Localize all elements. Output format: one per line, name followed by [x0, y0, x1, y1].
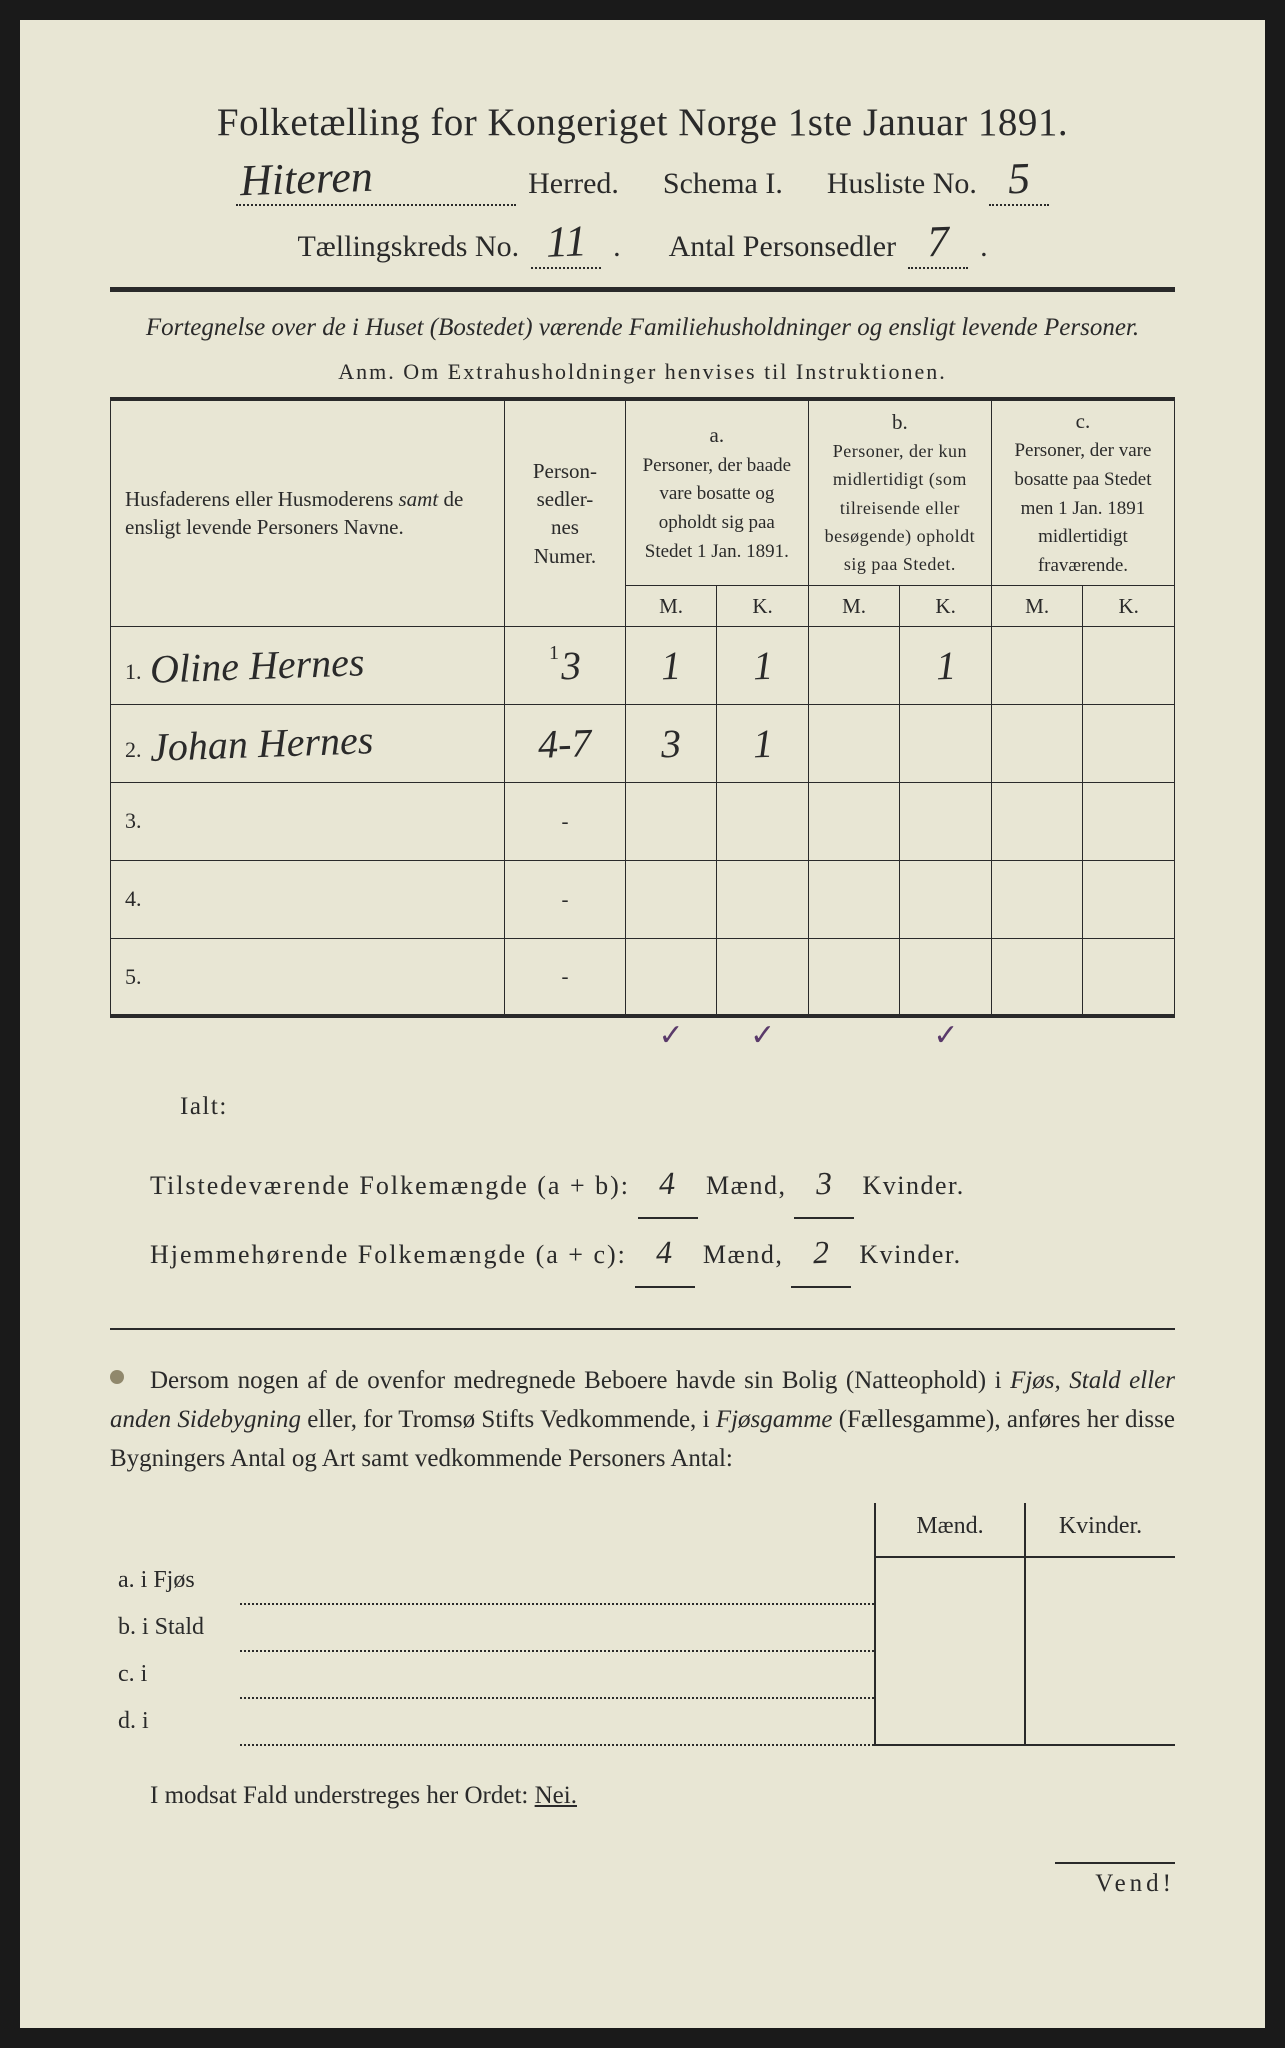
stain-icon — [110, 1370, 124, 1384]
tick-mark: ✓ — [933, 1019, 958, 1052]
header-row-2: Tællingskreds No. 11. Antal Personsedler… — [110, 216, 1175, 269]
antal-field: 7 — [908, 216, 968, 269]
resident-women: 2 — [811, 1219, 831, 1287]
antal-label: Antal Personsedler — [669, 230, 896, 264]
resident-men: 4 — [655, 1219, 675, 1287]
divider — [110, 1328, 1175, 1330]
husliste-label: Husliste No. — [827, 167, 977, 201]
form-title: Folketælling for Kongeriget Norge 1ste J… — [110, 100, 1175, 145]
col-c-m: M. — [991, 585, 1083, 626]
ialt-label: Ialt: — [180, 1081, 1175, 1134]
households-table: Husfaderens eller Husmoderens samt de en… — [110, 397, 1175, 1018]
tick-row: ✓ ✓ ✓ — [110, 1018, 1175, 1053]
tick-mark: ✓ — [750, 1019, 775, 1052]
table-row: 4. - — [111, 860, 1175, 938]
table-row: b. i Stald — [110, 1604, 1175, 1651]
table-body: 1. Oline Hernes 13 1 1 1 2. Johan Hernes… — [111, 626, 1175, 1016]
vend-label: Vend! — [110, 1870, 1175, 1898]
col-kvinder: Kvinder. — [1025, 1503, 1175, 1557]
present-women: 3 — [815, 1150, 835, 1218]
col-a-k: K. — [717, 585, 809, 626]
form-subtitle: Fortegnelse over de i Huset (Bostedet) v… — [110, 310, 1175, 345]
header-row-1: Hiteren Herred. Schema I. Husliste No. 5 — [110, 153, 1175, 206]
schema-label: Schema I. — [663, 167, 783, 201]
total-line-present: Tilstedeværende Folkemængde (a + b): 4 M… — [150, 1150, 1175, 1219]
present-men: 4 — [658, 1150, 678, 1218]
col-header-name: Husfaderens eller Husmoderens samt de en… — [111, 399, 505, 626]
col-b-m: M. — [808, 585, 900, 626]
outbuilding-table: Mænd. Kvinder. a. i Fjøs b. i Stald c. i… — [110, 1503, 1175, 1746]
col-header-c: c. Personer, der vare bosatte paa Stedet… — [991, 399, 1174, 585]
table-row: 1. Oline Hernes 13 1 1 1 — [111, 626, 1175, 704]
totals-section: Ialt: Tilstedeværende Folkemængde (a + b… — [150, 1081, 1175, 1288]
table-row: a. i Fjøs — [110, 1557, 1175, 1604]
table-row: 5. - — [111, 938, 1175, 1016]
table-row: d. i — [110, 1698, 1175, 1745]
nei-word: Nei. — [535, 1782, 577, 1809]
herred-field: Hiteren — [236, 153, 516, 206]
census-form-page: Folketælling for Kongeriget Norge 1ste J… — [20, 20, 1265, 2028]
tick-mark: ✓ — [659, 1019, 684, 1052]
table-row: c. i — [110, 1651, 1175, 1698]
husliste-field: 5 — [989, 153, 1049, 206]
table-row: 3. - — [111, 782, 1175, 860]
outbuilding-paragraph: Dersom nogen af de ovenfor medregnede Be… — [110, 1362, 1175, 1478]
col-header-a: a. Personer, der baade vare bosatte og o… — [625, 399, 808, 585]
divider — [110, 287, 1175, 292]
herred-label: Herred. — [528, 167, 619, 201]
modsat-line: I modsat Fald understreges her Ordet: Ne… — [150, 1782, 1175, 1810]
col-c-k: K. — [1083, 585, 1175, 626]
anm-note: Anm. Om Extrahusholdninger henvises til … — [110, 359, 1175, 385]
col-a-m: M. — [625, 585, 717, 626]
kreds-field: 11 — [531, 216, 601, 269]
kreds-label: Tællingskreds No. — [297, 230, 519, 264]
table-row: 2. Johan Hernes 4-7 3 1 — [111, 704, 1175, 782]
col-b-k: K. — [900, 585, 992, 626]
col-maend: Mænd. — [875, 1503, 1025, 1557]
total-line-resident: Hjemmehørende Folkemængde (a + c): 4 Mæn… — [150, 1219, 1175, 1288]
col-header-num: Person-sedler-nesNumer. — [505, 399, 626, 626]
col-header-b: b. Personer, der kun midlertidigt (som t… — [808, 399, 991, 585]
